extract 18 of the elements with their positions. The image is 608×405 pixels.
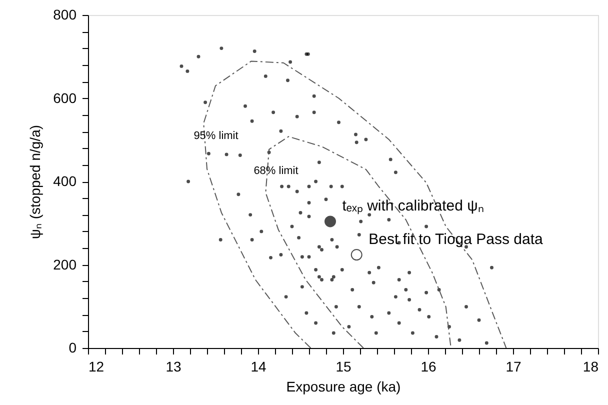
x-tick-label: 12 [88, 358, 104, 374]
annotation: 95% limit [194, 130, 238, 142]
annotation: 68% limit [254, 165, 298, 177]
x-tick-label: 17 [506, 358, 522, 374]
y-axis-title: ψₙ (stopped n/g/a) [27, 124, 44, 240]
x-axis-title: Exposure age (ka) [286, 378, 401, 394]
y-tick-label: 600 [53, 90, 77, 106]
annotation: tₑₓₚ with calibrated ψₙ [342, 197, 484, 214]
x-tick-label: 14 [250, 358, 266, 374]
y-tick-label: 800 [53, 6, 77, 22]
x-tick-label: 15 [336, 358, 352, 374]
y-tick-label: 0 [68, 340, 77, 356]
y-tick-label: 200 [53, 256, 77, 272]
y-tick-label: 400 [53, 173, 77, 189]
x-tick-label: 16 [420, 358, 436, 374]
x-tick-label: 13 [166, 358, 182, 374]
annotation: Best fit to Tioga Pass data [368, 230, 544, 248]
x-tick-label: 18 [582, 358, 599, 374]
